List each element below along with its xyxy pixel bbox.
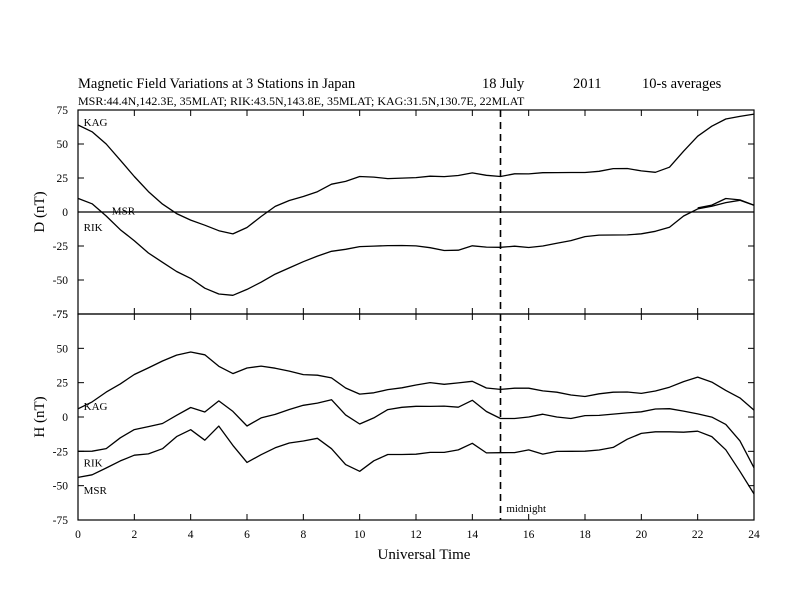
- y-tick-label: -50: [53, 275, 69, 287]
- y-tick-label: 50: [57, 343, 69, 355]
- x-tick-label: 0: [75, 529, 81, 541]
- x-tick-label: 20: [636, 529, 648, 541]
- title-date: 18 July: [482, 76, 525, 92]
- midnight-annotation: midnight: [506, 503, 546, 515]
- series-label: MSR: [84, 485, 108, 497]
- x-tick-label: 22: [692, 529, 704, 541]
- y-tick-label: 75: [57, 309, 69, 321]
- y-tick-label: 75: [57, 105, 69, 117]
- y-tick-label: 50: [57, 139, 69, 151]
- series-label: MSR: [112, 206, 136, 218]
- x-tick-label: 4: [188, 529, 194, 541]
- series-label: RIK: [84, 457, 103, 469]
- series-rik-line: [697, 197, 755, 209]
- panel-d: 75 50 25 0 -25 -50 -75 D (nT) KAG MSR RIK: [32, 105, 755, 321]
- y-tick-label: 0: [62, 207, 68, 219]
- x-tick-label: 2: [131, 529, 137, 541]
- x-tick-label: 14: [467, 529, 479, 541]
- series-label: KAG: [84, 117, 108, 129]
- series-kag-line: [77, 351, 755, 411]
- x-tick-label: 12: [410, 529, 422, 541]
- panels: 75 50 25 0 -25 -50 -75 D (nT) KAG MSR RIK 75 50 25 0 -2…: [32, 105, 760, 541]
- y-tick-label: -25: [53, 446, 69, 458]
- x-tick-label: 6: [244, 529, 250, 541]
- series-label: RIK: [84, 222, 103, 234]
- x-axis-label: Universal Time: [378, 547, 471, 563]
- panel-frame: [77, 313, 755, 521]
- y-tick-label: 25: [57, 378, 69, 390]
- title-main: Magnetic Field Variations at 3 Stations …: [78, 76, 356, 92]
- y-tick-label: -75: [53, 309, 69, 321]
- x-tick-label: 18: [579, 529, 591, 541]
- title-averaging: 10-s averages: [642, 76, 722, 92]
- series-rik-line: [77, 399, 755, 469]
- x-tick-label: 8: [300, 529, 306, 541]
- y-tick-label: -25: [53, 241, 69, 253]
- series-label: KAG: [84, 401, 108, 413]
- series-kag-line: [77, 113, 755, 235]
- y-tick-label: 0: [62, 412, 68, 424]
- title-year: 2011: [573, 76, 601, 92]
- series-msr-line: [77, 197, 755, 296]
- y-tick-label: 25: [57, 173, 69, 185]
- y-tick-label: -75: [53, 515, 69, 527]
- y-axis-label: D (nT): [32, 191, 48, 232]
- x-tick-label: 10: [354, 529, 366, 541]
- y-axis-label: H (nT): [32, 396, 48, 437]
- y-tick-label: -50: [53, 481, 69, 493]
- x-tick-label: 16: [523, 529, 535, 541]
- series-msr-line: [77, 425, 755, 495]
- x-tick-label: 24: [748, 529, 760, 541]
- station-subtitle: MSR:44.4N,142.3E, 35MLAT; RIK:43.5N,143.…: [78, 94, 525, 108]
